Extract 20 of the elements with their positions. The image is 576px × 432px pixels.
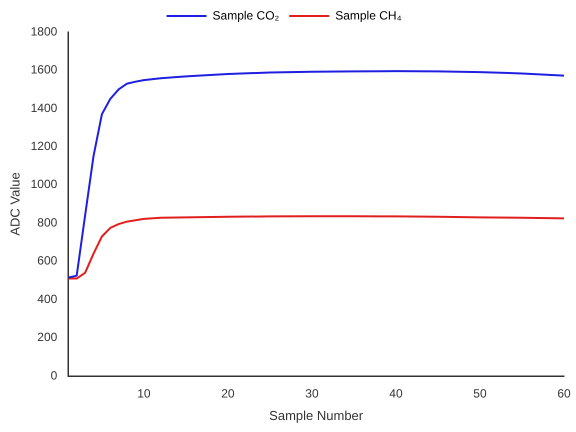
y-tick-label: 1200	[30, 138, 58, 153]
x-tick-label: 10	[137, 386, 151, 401]
y-tick-label: 1000	[30, 177, 58, 192]
y-tick-label: 1400	[30, 100, 58, 115]
y-axis-title: ADC Value	[7, 172, 22, 236]
y-tick-label: 200	[37, 330, 58, 344]
x-tick-label: 50	[473, 386, 487, 401]
x-tick-label: 60	[557, 386, 571, 401]
y-tick-label: 1600	[30, 62, 58, 77]
x-tick-label: 40	[389, 386, 403, 401]
legend-label: Sample CH₄	[335, 8, 402, 22]
y-tick-label: 1800	[30, 24, 58, 38]
x-tick-label: 20	[221, 386, 235, 401]
legend-label: Sample CO₂	[212, 8, 280, 22]
y-tick-label: 600	[37, 254, 58, 268]
x-axis-title: Sample Number	[269, 408, 364, 423]
y-tick-label: 800	[37, 215, 58, 230]
y-tick-label: 0	[50, 368, 58, 382]
x-tick-label: 30	[305, 386, 319, 401]
y-tick-label: 400	[37, 292, 58, 306]
